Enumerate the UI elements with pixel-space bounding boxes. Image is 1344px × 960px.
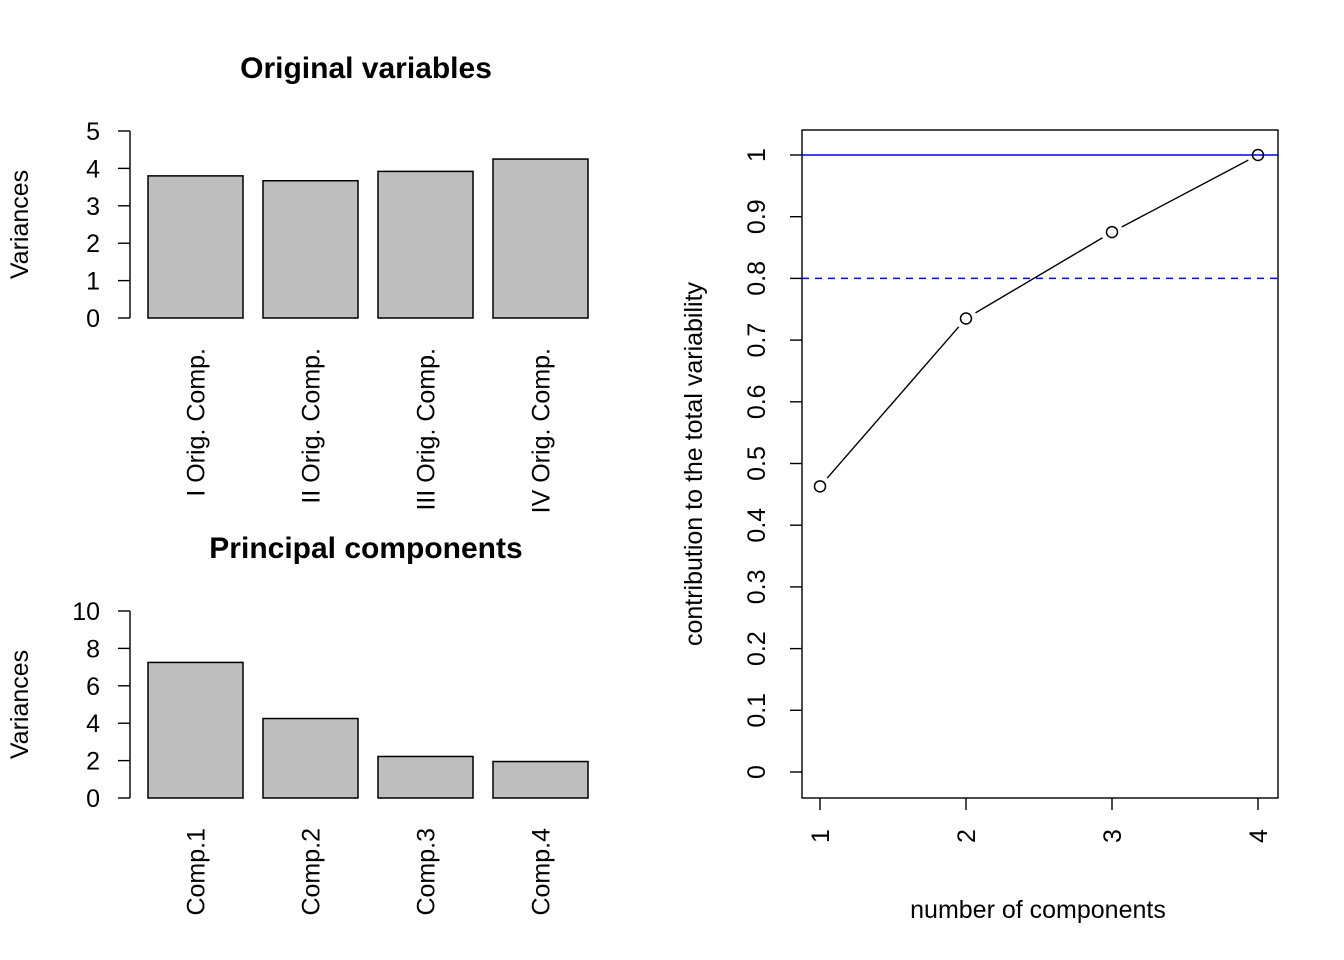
y-tick-label: 0.6 bbox=[743, 384, 771, 419]
y-tick-label: 0.4 bbox=[743, 508, 771, 543]
bar bbox=[377, 170, 474, 319]
x-tick-label: 2 bbox=[953, 829, 981, 843]
y-axis-title: contribution to the total variability bbox=[680, 281, 708, 646]
principal-components-chart: Principal components 0 2 4 6 8 10 Variances Comp… bbox=[6, 532, 589, 916]
y-axis-title: Variances bbox=[6, 650, 34, 759]
bar bbox=[262, 179, 359, 319]
bar bbox=[492, 760, 589, 799]
y-tick-label: 2 bbox=[86, 748, 100, 776]
data-point bbox=[813, 480, 827, 493]
y-tick-label: 1 bbox=[743, 148, 771, 162]
bar bbox=[147, 175, 244, 319]
x-tick-label: 1 bbox=[807, 829, 835, 843]
y-tick-label: 0.9 bbox=[743, 199, 771, 234]
chart-title: Original variables bbox=[240, 52, 492, 85]
bar bbox=[377, 755, 474, 799]
y-tick-label: 4 bbox=[86, 155, 100, 183]
y-tick-label: 0.2 bbox=[743, 631, 771, 666]
y-tick-label: 0.7 bbox=[743, 323, 771, 358]
y-tick-label: 0 bbox=[86, 305, 100, 333]
y-tick-label: 1 bbox=[86, 268, 100, 296]
x-category-label: I Orig. Comp. bbox=[183, 348, 211, 497]
bar bbox=[262, 717, 359, 799]
x-category-label: II Orig. Comp. bbox=[298, 348, 326, 504]
x-axis-title: number of components bbox=[910, 896, 1166, 924]
y-tick-label: 2 bbox=[86, 230, 100, 258]
y-tick-label: 0 bbox=[86, 785, 100, 813]
y-tick-label: 8 bbox=[86, 635, 100, 663]
series-line-segment bbox=[1121, 159, 1249, 228]
y-tick-label: 0.8 bbox=[743, 261, 771, 296]
x-category-label: Comp.1 bbox=[183, 828, 211, 916]
bar bbox=[492, 158, 589, 319]
plot-frame bbox=[801, 129, 1279, 799]
y-tick-label: 0.1 bbox=[743, 693, 771, 728]
data-point bbox=[959, 312, 973, 325]
cumulative-variability-chart: 0 0.1 0.2 0.3 0.4 0.5 0.6 0.7 0.8 0.9 1 1 2 3 4 number … bbox=[680, 129, 1279, 924]
series-line-segment bbox=[975, 237, 1103, 314]
y-tick-label: 5 bbox=[86, 118, 100, 146]
x-category-label: III Orig. Comp. bbox=[413, 348, 441, 511]
y-tick-label: 6 bbox=[86, 673, 100, 701]
x-category-label: Comp.4 bbox=[528, 828, 556, 916]
data-point bbox=[1251, 148, 1265, 162]
original-variables-chart: Original variables 0 1 2 3 4 5 Variances I Orig.… bbox=[6, 52, 589, 513]
x-category-label: Comp.2 bbox=[298, 828, 326, 916]
x-tick-label: 4 bbox=[1245, 829, 1273, 843]
y-tick-label: 0 bbox=[743, 765, 771, 779]
y-tick-label: 0.5 bbox=[743, 446, 771, 481]
y-tick-label: 4 bbox=[86, 710, 100, 738]
y-tick-label: 10 bbox=[72, 598, 100, 626]
y-tick-label: 0.3 bbox=[743, 570, 771, 605]
x-category-label: IV Orig. Comp. bbox=[528, 348, 556, 513]
bar bbox=[147, 661, 244, 799]
y-axis-title: Variances bbox=[6, 170, 34, 279]
data-point bbox=[1105, 225, 1119, 239]
x-category-label: Comp.3 bbox=[413, 828, 441, 916]
chart-title: Principal components bbox=[209, 532, 522, 565]
x-tick-label: 3 bbox=[1099, 829, 1127, 843]
y-tick-label: 3 bbox=[86, 193, 100, 221]
series-line-segment bbox=[826, 326, 960, 479]
